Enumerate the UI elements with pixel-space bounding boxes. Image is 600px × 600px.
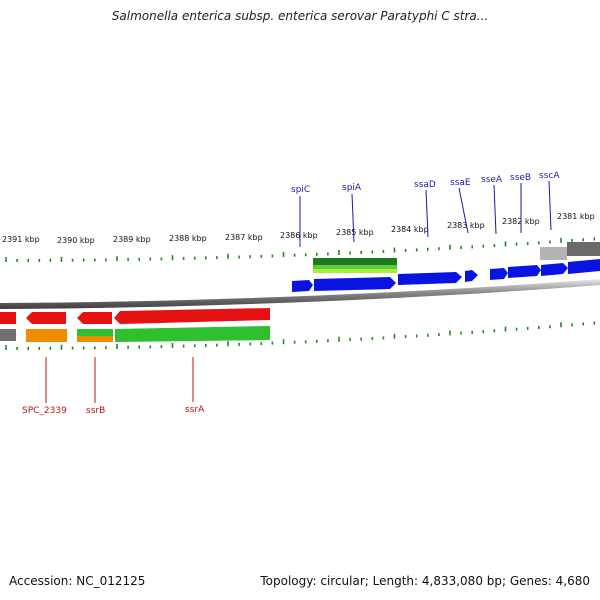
forward-gene-labels: spiC spiA ssaD ssaE sseA sseB sscA bbox=[291, 171, 560, 247]
orange-feature[interactable] bbox=[77, 336, 113, 342]
orange-feature[interactable] bbox=[26, 329, 67, 342]
reverse-gene-arrow[interactable] bbox=[26, 312, 66, 324]
forward-gene-arrow[interactable] bbox=[398, 272, 462, 285]
upper-tick-track bbox=[5, 237, 596, 262]
topology-text: Topology: circular; Length: 4,833,080 bp… bbox=[260, 574, 590, 588]
kbp-label: 2387 kbp bbox=[225, 233, 263, 242]
kbp-label: 2381 kbp bbox=[557, 212, 595, 221]
forward-gene-arrow[interactable] bbox=[465, 270, 478, 282]
gray-feature[interactable] bbox=[0, 329, 16, 341]
reverse-gene-arrow[interactable] bbox=[77, 312, 112, 324]
forward-gene-arrow[interactable] bbox=[490, 268, 508, 280]
green-feature[interactable] bbox=[313, 265, 397, 269]
forward-gene-arrow[interactable] bbox=[568, 259, 600, 274]
kbp-label: 2384 kbp bbox=[391, 225, 429, 234]
reverse-gene-arrow[interactable] bbox=[0, 312, 16, 324]
kbp-label: 2389 kbp bbox=[113, 235, 151, 244]
forward-gene-arrow[interactable] bbox=[314, 277, 396, 291]
forward-gene-arrow[interactable] bbox=[292, 280, 313, 292]
green-feature[interactable] bbox=[77, 329, 113, 336]
kbp-label: 2386 kbp bbox=[280, 231, 318, 240]
forward-track bbox=[292, 242, 600, 292]
gene-label-spiA[interactable]: spiA bbox=[342, 183, 362, 193]
kbp-label: 2383 kbp bbox=[447, 221, 485, 230]
gene-label-ssrA[interactable]: ssrA bbox=[185, 405, 205, 415]
reverse-track bbox=[0, 308, 270, 342]
gene-label-ssaE[interactable]: ssaE bbox=[450, 178, 471, 188]
gene-label-sscA[interactable]: sscA bbox=[539, 171, 560, 181]
green-feature[interactable] bbox=[115, 326, 270, 342]
gene-label-sseA[interactable]: sseA bbox=[481, 175, 503, 185]
genome-backbone bbox=[0, 279, 600, 309]
dark-green-feature[interactable] bbox=[313, 258, 397, 265]
kbp-label: 2391 kbp bbox=[2, 235, 40, 244]
gray-feature[interactable] bbox=[540, 247, 567, 260]
gene-label-ssaD[interactable]: ssaD bbox=[414, 180, 436, 190]
reverse-gene-arrow[interactable] bbox=[114, 308, 270, 324]
kbp-scale: 2391 kbp 2390 kbp 2389 kbp 2388 kbp 2387… bbox=[2, 212, 595, 245]
kbp-label: 2388 kbp bbox=[169, 234, 207, 243]
lime-feature[interactable] bbox=[313, 269, 397, 273]
kbp-label: 2385 kbp bbox=[336, 228, 374, 237]
gray-feature[interactable] bbox=[567, 242, 600, 256]
kbp-label: 2390 kbp bbox=[57, 236, 95, 245]
reverse-gene-labels: SPC_2339 ssrB ssrA bbox=[22, 357, 205, 416]
forward-gene-arrow[interactable] bbox=[541, 263, 568, 276]
lower-tick-track bbox=[5, 321, 596, 350]
forward-gene-arrow[interactable] bbox=[508, 265, 541, 278]
gene-label-sseB[interactable]: sseB bbox=[510, 173, 531, 183]
map-title: Salmonella enterica subsp. enterica sero… bbox=[111, 9, 489, 23]
gene-label-spiC[interactable]: spiC bbox=[291, 185, 310, 195]
accession-text: Accession: NC_012125 bbox=[9, 574, 146, 588]
gene-label-ssrB[interactable]: ssrB bbox=[86, 406, 105, 416]
gene-label-SPC_2339[interactable]: SPC_2339 bbox=[22, 406, 67, 416]
